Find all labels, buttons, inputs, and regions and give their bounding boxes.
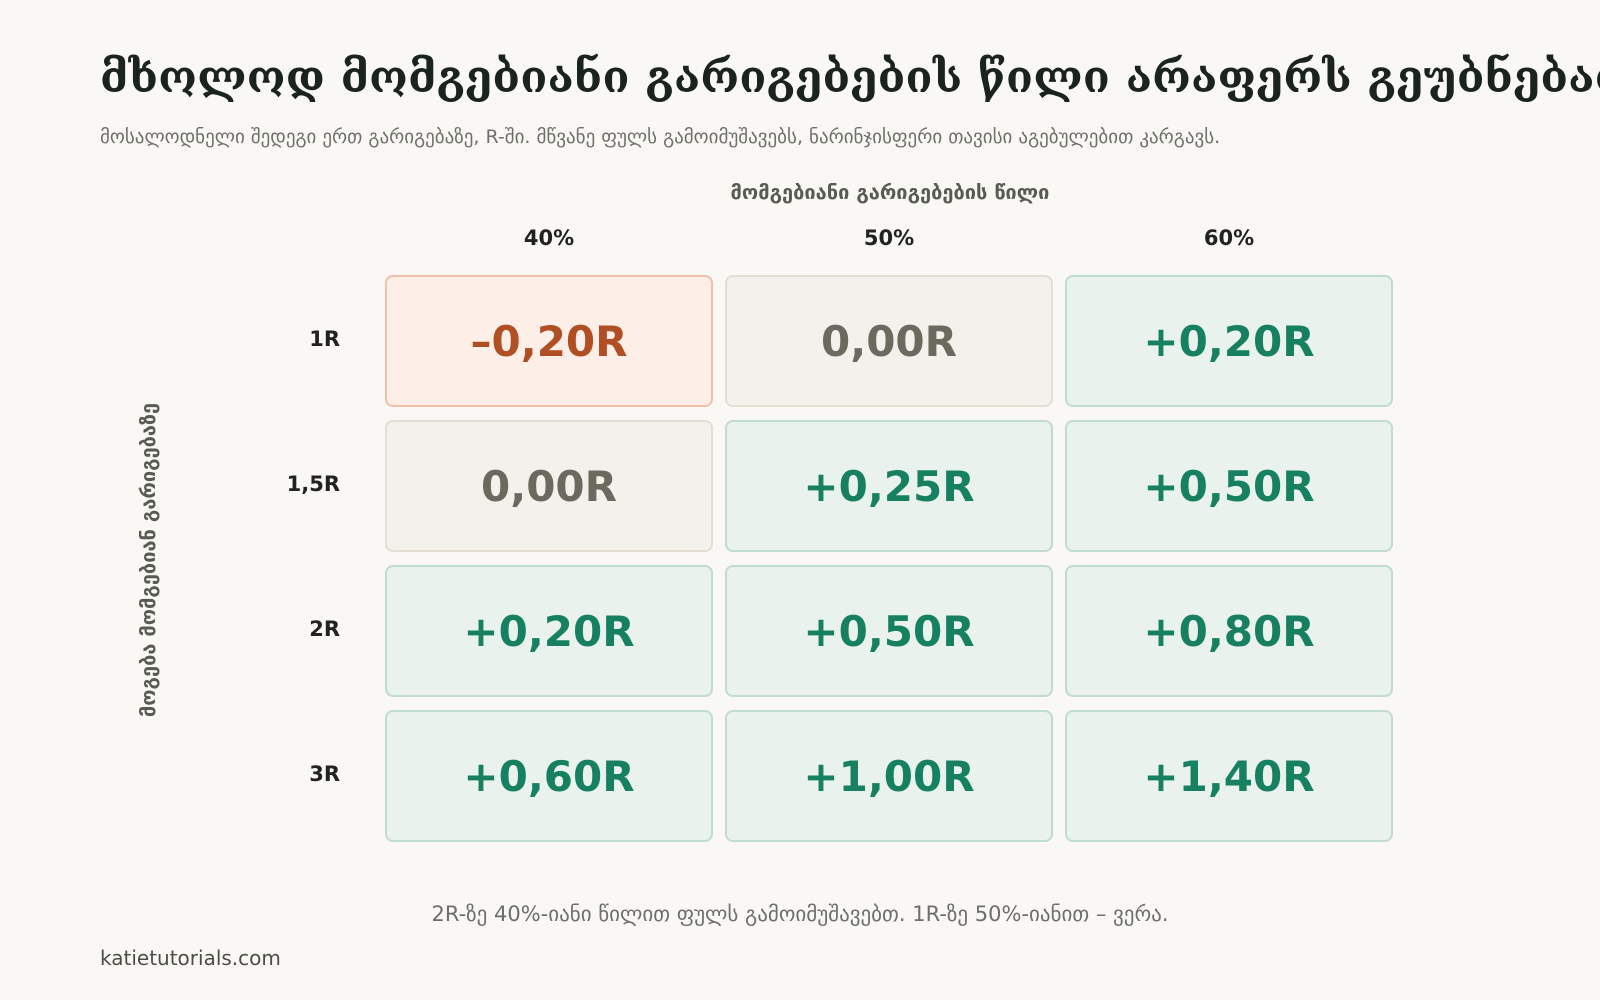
heatmap-cell: +1,00R <box>725 710 1053 842</box>
row-header: 1,5R <box>286 472 340 496</box>
footnote: 2R-ზე 40%-იანი წილით ფულს გამოიმუშავებთ.… <box>431 902 1169 926</box>
heatmap-cell: +0,60R <box>385 710 713 842</box>
heatmap-cell: +0,50R <box>725 565 1053 697</box>
column-header: 50% <box>863 226 915 250</box>
heatmap-cell: +0,80R <box>1065 565 1393 697</box>
column-header: 40% <box>523 226 575 250</box>
heatmap-cell: +0,20R <box>1065 275 1393 407</box>
heatmap-cell: 0,00R <box>725 275 1053 407</box>
row-header: 1R <box>309 327 340 351</box>
site-credit: katietutorials.com <box>100 946 281 970</box>
heatmap-cell: +1,40R <box>1065 710 1393 842</box>
heatmap-cell: +0,25R <box>725 420 1053 552</box>
chart-title: მხოლოდ მომგებიანი გარიგებების წილი არაფე… <box>100 52 1600 103</box>
x-axis-title: მომგებიანი გარიგებების წილი <box>730 180 1050 204</box>
chart-subtitle: მოსალოდნელი შედეგი ერთ გარიგებაზე, R-ში.… <box>100 126 1221 148</box>
heatmap-cell: –0,20R <box>385 275 713 407</box>
row-header: 2R <box>309 617 340 641</box>
y-axis-title: მოგება მომგებიან გარიგებაზე <box>136 402 160 718</box>
heatmap-cell: +0,50R <box>1065 420 1393 552</box>
column-header: 60% <box>1203 226 1255 250</box>
heatmap-cell: +0,20R <box>385 565 713 697</box>
row-header: 3R <box>309 762 340 786</box>
heatmap-cell: 0,00R <box>385 420 713 552</box>
